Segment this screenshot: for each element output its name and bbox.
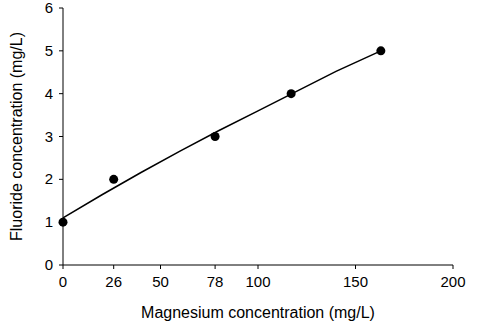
chart-container: 0 1 2 3 4 5 6 0 26 50 78 100 150 200 Magnesium concent… xyxy=(0,0,500,334)
x-axis-label: Magnesium concentration (mg/L) xyxy=(141,304,375,321)
x-tick xyxy=(355,265,356,269)
y-tick xyxy=(59,93,63,94)
x-tick-label: 150 xyxy=(343,273,368,290)
x-tick xyxy=(258,265,259,269)
y-axis-label: Fluoride concentration (mg/L) xyxy=(8,32,25,241)
x-tick-label: 100 xyxy=(245,273,270,290)
y-tick-label: 4 xyxy=(45,85,53,102)
plot-area xyxy=(59,46,386,226)
y-tick-label: 5 xyxy=(45,42,53,59)
y-tick xyxy=(59,179,63,180)
data-point xyxy=(59,218,68,227)
x-tick xyxy=(113,265,114,269)
x-tick xyxy=(215,265,216,269)
y-tick xyxy=(59,136,63,137)
y-tick xyxy=(59,265,63,266)
x-tick-label: 26 xyxy=(105,273,122,290)
trend-line xyxy=(63,51,381,218)
data-point xyxy=(109,175,118,184)
y-tick-label: 6 xyxy=(45,0,53,16)
y-tick-label: 2 xyxy=(45,170,53,187)
chart-svg: 0 1 2 3 4 5 6 0 26 50 78 100 150 200 Magnesium concent… xyxy=(0,0,500,334)
y-tick xyxy=(59,50,63,51)
y-tick-label: 0 xyxy=(45,256,53,273)
x-tick xyxy=(160,265,161,269)
x-tick xyxy=(63,265,64,269)
x-tick-label: 50 xyxy=(152,273,169,290)
x-tick-label: 0 xyxy=(59,273,67,290)
y-tick-label: 1 xyxy=(45,213,53,230)
x-tick-label: 78 xyxy=(207,273,224,290)
y-tick xyxy=(59,8,63,9)
x-tick-label: 200 xyxy=(440,273,465,290)
x-tick xyxy=(453,265,454,269)
y-tick-label: 3 xyxy=(45,128,53,145)
